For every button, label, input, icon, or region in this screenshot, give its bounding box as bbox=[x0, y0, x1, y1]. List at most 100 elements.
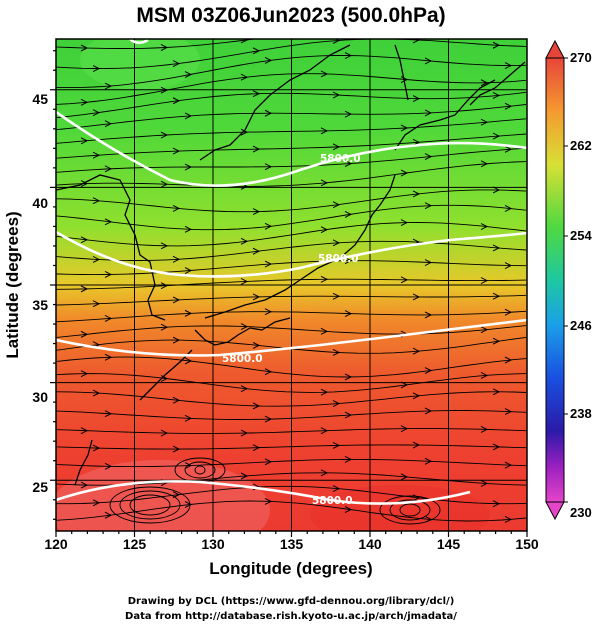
streamline-arrow bbox=[480, 372, 489, 379]
contour-mid bbox=[56, 230, 527, 278]
streamline-arrow bbox=[160, 429, 169, 437]
streamline-arrow bbox=[480, 79, 489, 87]
streamline bbox=[56, 325, 527, 338]
streamline-arrow bbox=[480, 479, 489, 487]
streamline-arrow bbox=[252, 247, 261, 255]
streamline-arrow bbox=[184, 163, 193, 171]
streamline-arrow bbox=[160, 180, 169, 188]
streamline-arrow bbox=[320, 327, 329, 335]
axis-ticks bbox=[50, 50, 528, 537]
streamline-arrow bbox=[80, 370, 89, 378]
streamline-arrow bbox=[264, 458, 273, 466]
streamline-arrow bbox=[412, 441, 421, 449]
streamline-arrow bbox=[172, 97, 181, 105]
streamline-arrow bbox=[504, 461, 513, 469]
streamline-arrow bbox=[332, 143, 341, 151]
streamline-arrow bbox=[320, 388, 329, 396]
streamline-arrow bbox=[172, 147, 181, 155]
streamline-arrow bbox=[252, 90, 261, 98]
streamline-arrow bbox=[412, 39, 421, 44]
streamline-arrow bbox=[344, 506, 353, 513]
streamline bbox=[56, 428, 527, 434]
streamline-arrow bbox=[492, 132, 501, 140]
streamline-arrow bbox=[344, 210, 353, 218]
streamline-arrow bbox=[172, 60, 181, 68]
streamline bbox=[56, 278, 527, 290]
streamline-arrow bbox=[252, 208, 261, 216]
streamline-arrow bbox=[184, 71, 193, 78]
streamline-arrow bbox=[172, 255, 181, 263]
streamline-arrow bbox=[92, 151, 101, 159]
streamline-arrow bbox=[80, 44, 89, 52]
streamline-arrow bbox=[332, 442, 341, 449]
colorbar-tick-262: 262 bbox=[570, 138, 592, 153]
streamline-arrow bbox=[424, 153, 433, 161]
streamline-arrow bbox=[264, 260, 273, 268]
streamline-arrow bbox=[104, 511, 113, 519]
streamline-eddy bbox=[109, 486, 191, 524]
streamline-arrow bbox=[424, 407, 433, 415]
streamline-arrow bbox=[104, 462, 113, 470]
streamline-arrow bbox=[92, 256, 101, 263]
streamline-arrow bbox=[424, 57, 433, 65]
streamline bbox=[56, 39, 527, 69]
streamline-arrow bbox=[80, 285, 89, 293]
x-tick-label-130: 130 bbox=[201, 536, 225, 552]
contour-label-north: 5800.0 bbox=[320, 153, 361, 165]
streamline-arrow bbox=[504, 145, 513, 153]
credit-data: Data from http://database.rish.kyoto-u.a… bbox=[125, 611, 457, 622]
colorbar-tick-238: 238 bbox=[570, 406, 592, 421]
streamline-arrow bbox=[320, 427, 329, 435]
streamline-arrow bbox=[492, 443, 501, 451]
streamline-arrow bbox=[412, 347, 421, 355]
contour-north bbox=[56, 110, 527, 187]
streamline-arrow bbox=[321, 27, 327, 33]
streamline-arrow bbox=[240, 277, 249, 285]
streamline bbox=[56, 310, 527, 323]
streamline-arrow bbox=[332, 485, 341, 493]
streamline-arrow bbox=[92, 499, 101, 507]
streamline-arrow bbox=[344, 411, 353, 419]
streamline-arrow bbox=[400, 124, 409, 132]
streamline bbox=[56, 147, 527, 173]
streamline-arrow bbox=[264, 368, 273, 376]
streamline-arrow bbox=[344, 373, 353, 381]
streamline-arrow bbox=[172, 204, 181, 212]
streamlines bbox=[56, 27, 527, 525]
streamline-arrow bbox=[184, 267, 193, 274]
streamline-arrow bbox=[264, 56, 273, 64]
coast-taiwan-ryukyu bbox=[74, 349, 193, 486]
streamline-arrow bbox=[424, 109, 433, 117]
streamline-arrow bbox=[184, 225, 193, 233]
streamline bbox=[56, 118, 527, 144]
colorbar-tick-254: 254 bbox=[570, 228, 592, 243]
streamline-arrow bbox=[184, 414, 193, 422]
x-axis-label: Longitude (degrees) bbox=[209, 559, 372, 578]
streamline bbox=[56, 294, 527, 306]
streamline-arrow bbox=[320, 469, 329, 477]
streamline-arrow bbox=[424, 457, 433, 465]
streamline-arrow bbox=[264, 497, 273, 505]
streamline-arrow bbox=[252, 341, 261, 349]
cool-anomaly-north bbox=[80, 39, 200, 90]
streamline-arrow bbox=[320, 70, 329, 78]
colorbar-tick-230: 230 bbox=[570, 505, 592, 520]
streamline-arrow bbox=[504, 356, 513, 364]
streamline-arrow bbox=[480, 160, 489, 168]
streamline-arrow bbox=[184, 112, 193, 120]
streamline bbox=[56, 240, 527, 261]
streamline-arrow bbox=[252, 47, 261, 55]
streamline-arrow bbox=[80, 236, 89, 244]
streamline-arrow bbox=[264, 222, 273, 230]
coast-hokkaido bbox=[394, 79, 496, 151]
streamline-arrow bbox=[184, 462, 193, 470]
streamline-arrow bbox=[160, 323, 169, 331]
streamline-arrow bbox=[104, 120, 113, 128]
streamline-arrow bbox=[400, 473, 409, 481]
streamline-eddy bbox=[119, 490, 181, 520]
streamline-arrow bbox=[332, 201, 341, 209]
streamline-arrow bbox=[240, 39, 249, 44]
streamline-arrow bbox=[80, 137, 89, 145]
streamline-arrow bbox=[252, 402, 261, 410]
